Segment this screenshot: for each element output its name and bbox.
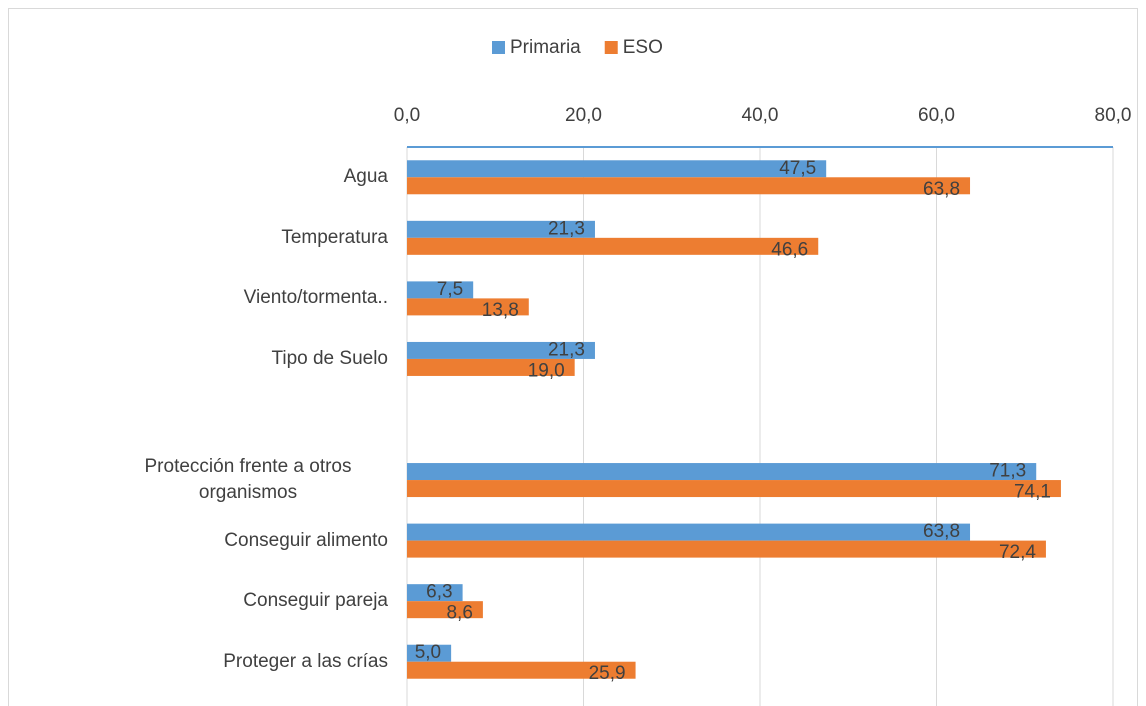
bar: [407, 601, 483, 619]
data-label: 21,3: [548, 339, 585, 360]
y-tick-label: Viento/tormenta..: [243, 287, 388, 309]
bar: [407, 358, 575, 376]
y-tick-label: Agua: [343, 166, 388, 188]
data-label: 63,8: [923, 521, 960, 542]
bar: [407, 160, 827, 178]
data-label: 25,9: [589, 663, 626, 684]
y-tick-label: Tipo de Suelo: [271, 347, 388, 369]
legend-swatch: [604, 41, 618, 54]
legend-swatch: [492, 41, 505, 54]
data-label: 13,8: [482, 300, 519, 321]
data-label: 6,3: [426, 582, 452, 603]
data-label: 63,8: [923, 179, 960, 200]
y-tick-label: Conseguir pareja: [243, 590, 388, 612]
bar: [407, 480, 1061, 498]
y-tick-label: Conseguir alimento: [224, 529, 388, 551]
bar: [407, 540, 1046, 558]
bar: [407, 584, 463, 602]
y-tick-label: Proteger a las crías: [223, 650, 388, 672]
bar: [407, 298, 529, 316]
bar: [407, 523, 971, 541]
bar: [407, 220, 595, 238]
bar: [407, 177, 971, 195]
x-tick-label: 20,0: [565, 105, 602, 126]
data-label: 5,0: [415, 642, 441, 663]
bar: [407, 661, 636, 679]
data-label: 8,6: [446, 603, 472, 624]
bar: [407, 463, 1037, 481]
legend-label: Primaria: [510, 37, 581, 58]
x-tick-label: 40,0: [742, 105, 779, 126]
bar: [407, 644, 452, 662]
bar: [407, 341, 595, 359]
x-tick-label: 80,0: [1095, 105, 1132, 126]
chart-border: [8, 8, 1138, 706]
y-tick-label: Protección frente a otros organismos: [144, 456, 352, 504]
x-tick-label: 60,0: [918, 105, 955, 126]
data-label: 19,0: [528, 360, 565, 381]
data-label: 74,1: [1014, 482, 1051, 503]
legend-label: ESO: [623, 37, 663, 58]
data-label: 7,5: [437, 279, 463, 300]
data-label: 47,5: [779, 158, 816, 179]
data-label: 46,6: [771, 239, 808, 260]
y-tick-label: Temperatura: [281, 226, 388, 248]
data-label: 72,4: [999, 542, 1036, 563]
x-tick-label: 0,0: [394, 105, 420, 126]
data-label: 71,3: [989, 461, 1026, 482]
data-label: 21,3: [548, 218, 585, 239]
bar: [407, 237, 819, 255]
bar: [407, 281, 474, 299]
